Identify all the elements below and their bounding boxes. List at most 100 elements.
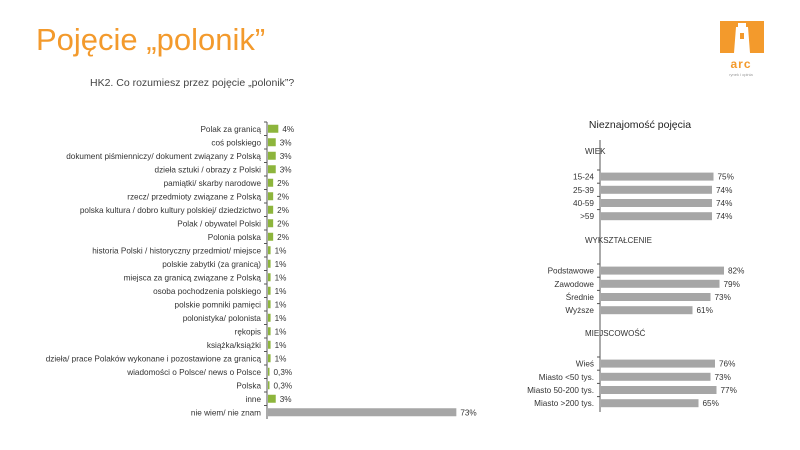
left-chart-value-label: 2% — [277, 179, 289, 188]
left-chart-category-label: polska kultura / dobro kultury polskiej/… — [80, 206, 262, 215]
left-chart-bar — [268, 219, 274, 228]
left-chart-value-label: 0,3% — [274, 381, 293, 390]
left-chart-bar — [268, 178, 274, 187]
right-chart-category-label: Zawodowe — [554, 280, 594, 289]
left-chart-category-label: polskie zabytki (za granicą) — [162, 260, 261, 269]
left-chart-value-label: 1% — [275, 354, 287, 363]
left-chart-category-label: wiadomości o Polsce/ news o Polsce — [126, 368, 261, 377]
left-chart-value-label: 1% — [275, 300, 287, 309]
left-chart-value-label: 0,3% — [274, 368, 293, 377]
left-chart-category-label: książka/książki — [207, 341, 261, 350]
left-chart-bar — [268, 286, 271, 295]
left-chart-bar — [268, 151, 276, 160]
right-chart-value-label: 73% — [715, 293, 731, 302]
left-chart-bar — [268, 273, 271, 282]
right-chart-bar — [601, 293, 711, 301]
right-chart-bar — [601, 359, 715, 368]
left-chart-value-label: 1% — [275, 260, 287, 269]
right-chart-bar — [601, 306, 693, 315]
right-chart-value-label: 76% — [719, 360, 735, 369]
right-chart-group-label: WIEK — [585, 147, 606, 156]
right-chart-value-label: 61% — [697, 306, 713, 315]
left-chart-category-label: miejsca za granicą związane z Polską — [124, 273, 262, 282]
right-chart-category-label: 40-59 — [573, 199, 594, 208]
right-chart-value-label: 74% — [716, 212, 732, 221]
left-chart-value-label: 1% — [275, 287, 287, 296]
left-chart-bar — [268, 124, 279, 133]
right-chart-bar — [601, 372, 711, 381]
right-chart-value-label: 74% — [716, 186, 732, 195]
right-chart-category-label: 15-24 — [573, 173, 594, 182]
left-chart-value-label: 1% — [275, 314, 287, 323]
right-chart-bar — [601, 266, 724, 275]
right-chart-value-label: 74% — [716, 199, 732, 208]
left-chart-bar — [268, 165, 276, 174]
right-chart-value-label: 82% — [728, 267, 744, 276]
left-chart-bar — [268, 381, 270, 390]
right-chart-bar — [601, 212, 712, 221]
right-chart-category-label: Miasto <50 tys. — [539, 373, 594, 382]
left-chart-bar — [268, 340, 271, 349]
left-chart-category-label: nie wiem/ nie znam — [191, 408, 261, 417]
left-chart-category-label: dokument piśmienniczy/ dokument związany… — [66, 152, 261, 161]
arc-logo-icon — [720, 21, 764, 53]
right-chart-category-label: >59 — [580, 212, 594, 221]
page-title: Pojęcie „polonik” — [36, 22, 266, 57]
left-chart-value-label: 2% — [277, 233, 289, 242]
logo-subtext: rynek i opinia — [729, 72, 753, 77]
right-chart-category-label: Wyższe — [565, 306, 594, 315]
left-chart-value-label: 1% — [275, 341, 287, 350]
right-chart-value-label: 79% — [724, 280, 740, 289]
left-chart-value-label: 3% — [280, 165, 292, 174]
left-chart-value-label: 2% — [277, 219, 289, 228]
right-chart-category-label: Podstawowe — [548, 267, 595, 276]
question-text: HK2. Co rozumiesz przez pojęcie „polonik… — [90, 77, 295, 89]
left-chart-bar — [268, 205, 274, 214]
left-chart-bar — [268, 300, 271, 309]
right-chart-group-label: WYKSZTAŁCENIE — [585, 236, 652, 245]
left-chart-bar — [268, 192, 274, 201]
right-chart-bar — [601, 199, 712, 207]
left-chart-category-label: osoba pochodzenia polskiego — [153, 287, 261, 296]
left-chart-category-label: coś polskiego — [211, 138, 261, 147]
right-chart-category-label: Średnie — [566, 291, 595, 302]
left-chart-bar — [268, 138, 276, 147]
left-chart-category-label: dzieła/ prace Polaków wykonane i pozosta… — [46, 354, 262, 363]
left-chart-category-label: pamiątki/ skarby narodowe — [164, 179, 262, 188]
right-chart-value-label: 65% — [703, 399, 719, 408]
right-chart-value-label: 73% — [715, 373, 731, 382]
right-chart-bar — [601, 185, 712, 194]
left-chart-category-label: rękopis — [235, 327, 261, 336]
left-chart-value-label: 2% — [277, 206, 289, 215]
left-chart-value-label: 3% — [280, 395, 292, 404]
right-chart-value-label: 75% — [718, 173, 734, 182]
right-chart-category-label: 25-39 — [573, 186, 594, 195]
right-chart-bar — [601, 386, 717, 394]
left-chart-value-label: 1% — [275, 246, 287, 255]
left-chart-bar — [268, 408, 457, 417]
left-chart-category-label: polonistyka/ polonista — [183, 314, 262, 323]
left-chart-value-label: 2% — [277, 192, 289, 201]
left-chart-value-label: 3% — [280, 152, 292, 161]
left-chart-category-label: historia Polski / historyczny przedmiot/… — [92, 246, 261, 255]
left-chart-bar — [268, 313, 271, 322]
left-chart-category-label: Polak / obywatel Polski — [177, 219, 261, 228]
logo-text: arc — [730, 57, 752, 71]
left-chart-value-label: 1% — [275, 327, 287, 336]
left-chart-category-label: polskie pomniki pamięci — [175, 300, 262, 309]
left-chart-bar — [268, 246, 271, 255]
left-chart-category-label: inne — [246, 395, 262, 404]
right-chart-group-label: MIEJSCOWOŚĆ — [585, 329, 646, 338]
left-chart-bar — [268, 394, 276, 403]
left-chart-category-label: rzecz/ przedmioty związane z Polską — [127, 192, 261, 201]
right-chart-value-label: 77% — [721, 386, 737, 395]
right-chart-category-label: Wieś — [576, 360, 594, 369]
left-chart-bar — [268, 259, 271, 268]
left-chart-category-label: Polak za granicą — [200, 125, 261, 134]
left-chart-category-label: Polska — [236, 381, 261, 390]
right-chart-bar — [601, 399, 699, 408]
left-chart-category-label: Polonia polska — [208, 233, 262, 242]
left-chart-value-label: 3% — [280, 138, 292, 147]
left-chart-category-label: dzieła sztuki / obrazy z Polski — [155, 165, 262, 174]
